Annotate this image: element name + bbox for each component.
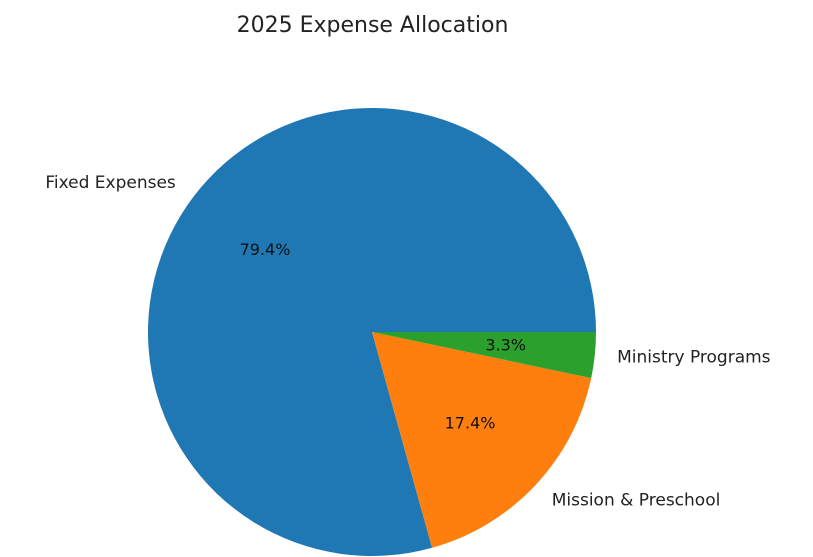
slice-category-label: Fixed Expenses xyxy=(45,173,176,193)
slice-category-label: Ministry Programs xyxy=(617,347,771,367)
chart-title: 2025 Expense Allocation xyxy=(236,13,509,38)
pie-slice xyxy=(148,108,596,557)
pie-slices xyxy=(148,108,596,557)
slice-percent-label: 3.3% xyxy=(485,335,526,354)
pie-slice xyxy=(372,332,596,379)
pie-labels: 79.4% Fixed Expenses 17.4% Mission & Presch… xyxy=(45,173,770,511)
slice-percent-label: 17.4% xyxy=(445,413,496,432)
slice-category-label: Mission & Preschool xyxy=(552,491,721,511)
slice-percent-label: 79.4% xyxy=(240,240,291,259)
pie-slice xyxy=(372,332,592,548)
